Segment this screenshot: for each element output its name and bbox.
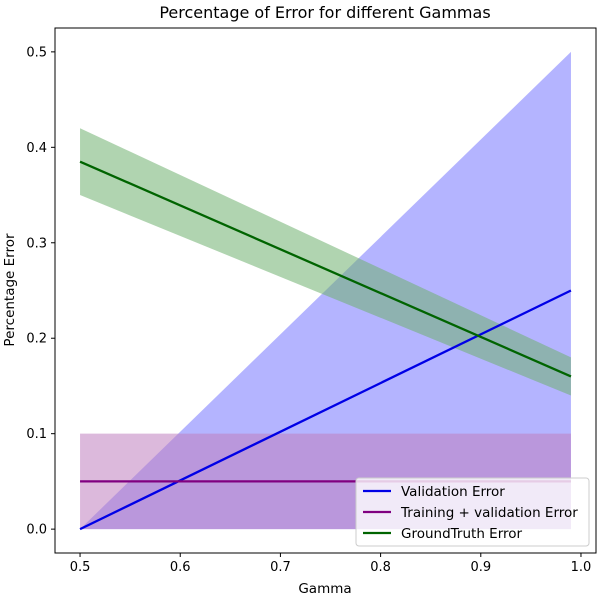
y-tick-label: 0.4: [26, 141, 47, 156]
legend-label-2: GroundTruth Error: [401, 526, 523, 542]
y-axis-label: Percentage Error: [2, 233, 18, 347]
y-tick-label: 0.5: [26, 45, 47, 60]
legend: Validation Error Training + validation Er…: [355, 477, 590, 547]
series-line-2: [79, 160, 572, 378]
chart-title: Percentage of Error for different Gammas: [159, 3, 490, 22]
x-tick-label: 0.6: [170, 560, 191, 575]
y-tick-label: 0.0: [26, 523, 47, 538]
band-2: [80, 128, 571, 396]
x-tick-label: 0.5: [70, 560, 91, 575]
series-line-0: [79, 289, 572, 531]
plot-frame: [54, 27, 597, 554]
legend-label-1: Training + validation Error: [400, 505, 578, 521]
x-tick-label: 0.8: [370, 560, 391, 575]
y-tick-label: 0.2: [26, 332, 47, 347]
legend-box: [355, 477, 590, 547]
y-axis: 0.0 0.1 0.2 0.3 0.4 0.5: [26, 45, 55, 538]
x-axis: 0.5 0.6 0.7 0.8 0.9 1.0: [70, 553, 592, 575]
y-tick-label: 0.1: [26, 427, 47, 442]
x-tick-label: 0.7: [270, 560, 291, 575]
x-axis-label: Gamma: [298, 581, 351, 597]
legend-label-0: Validation Error: [401, 484, 505, 500]
y-tick-label: 0.3: [26, 236, 47, 251]
x-tick-label: 1.0: [571, 560, 592, 575]
x-tick-label: 0.9: [470, 560, 491, 575]
